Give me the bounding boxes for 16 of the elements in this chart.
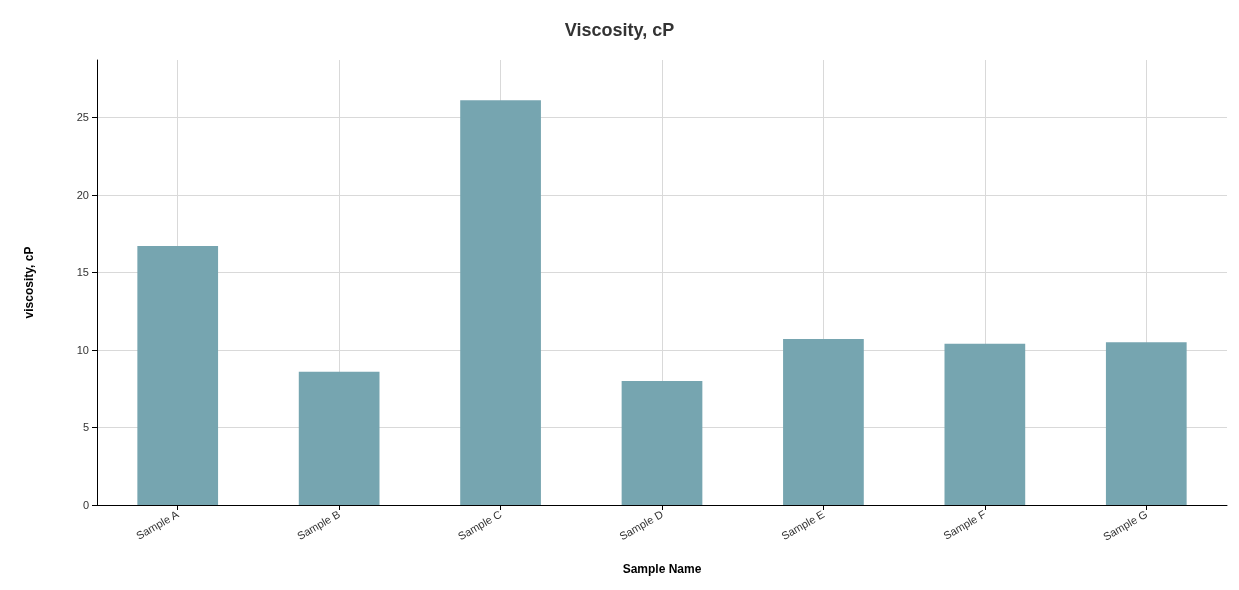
bar <box>460 100 541 505</box>
bar <box>783 339 864 505</box>
y-tick-label: 10 <box>76 343 89 356</box>
y-tick-label: 15 <box>76 266 89 279</box>
x-axis-title: Sample Name <box>622 562 702 576</box>
bar <box>944 343 1026 505</box>
bar <box>1105 342 1187 505</box>
y-axis-title: viscosity, cP <box>22 246 36 319</box>
bar <box>621 380 703 505</box>
y-tick-label: 0 <box>82 499 89 511</box>
chart-title: Viscosity, cP <box>564 20 675 40</box>
y-tick-label: 25 <box>76 111 89 124</box>
bar <box>298 371 380 505</box>
y-tick-label: 5 <box>82 421 89 434</box>
y-tick-label: 20 <box>76 188 89 201</box>
bar <box>137 246 219 505</box>
